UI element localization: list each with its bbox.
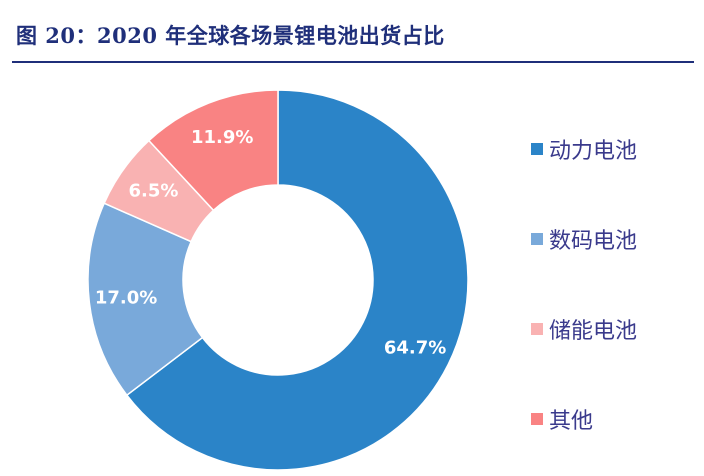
data-label-storage-battery: 6.5% [129,181,179,202]
legend-label: 储能电池 [549,319,638,344]
legend-swatch [531,143,543,155]
legend-item-storage-battery: 储能电池 [531,312,637,346]
figure-title: 图 20：2020 年全球各场景锂电池出货占比 [16,23,445,48]
donut-slice-power-battery [125,89,469,471]
legend-swatch [531,233,543,245]
donut-data-labels: 64.7% 17.0% 6.5% 11.9% [95,127,447,358]
legend-label: 动力电池 [549,139,638,164]
legend-item-power-battery: 动力电池 [531,132,637,166]
donut-slices [87,89,469,471]
legend-label: 其他 [549,409,594,434]
data-label-power-battery: 64.7% [384,337,446,358]
legend-swatch [531,323,543,335]
legend-label: 数码电池 [549,229,638,254]
legend-swatch [531,413,543,425]
title-divider [12,61,694,63]
data-label-digital-battery: 17.0% [95,287,157,308]
data-label-other: 11.9% [191,127,253,148]
donut-slice-digital-battery [87,202,204,397]
donut-slice-other [147,89,279,212]
legend-item-digital-battery: 数码电池 [531,222,637,256]
legend-item-other: 其他 [531,402,593,436]
